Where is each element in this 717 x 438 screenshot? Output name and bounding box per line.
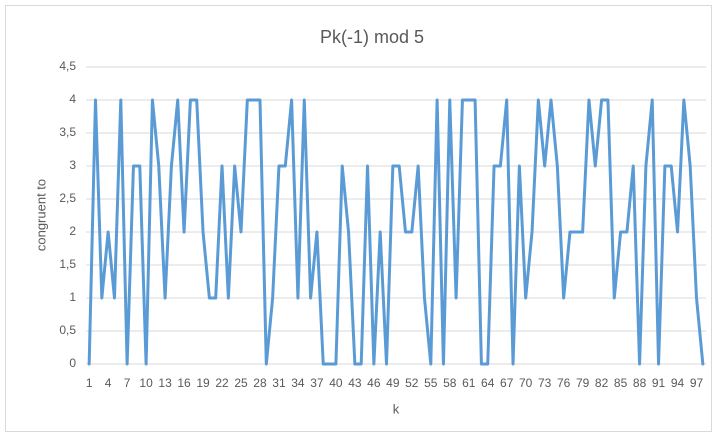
x-tick-label: 10 [139,376,153,390]
chart-border [5,5,712,432]
x-tick-label: 25 [234,376,248,390]
x-tick-label: 64 [481,376,495,390]
x-tick-label: 70 [519,376,533,390]
x-tick-label: 97 [690,376,704,390]
x-tick-label: 79 [576,376,590,390]
x-tick-label: 7 [124,376,131,390]
x-tick-label: 82 [595,376,609,390]
x-tick-label: 76 [557,376,571,390]
x-tick-label: 22 [215,376,229,390]
x-tick-label: 34 [291,376,305,390]
x-tick-label: 19 [196,376,210,390]
y-tick-label: 1 [69,290,76,304]
x-tick-label: 49 [386,376,400,390]
x-tick-label: 55 [424,376,438,390]
y-tick-label: 4 [69,92,76,106]
y-tick-label: 2,5 [59,191,76,205]
y-tick-label: 2 [69,224,76,238]
x-axis-title: k [393,401,400,416]
x-tick-label: 67 [500,376,514,390]
x-tick-label: 73 [538,376,552,390]
y-tick-label: 1,5 [59,257,76,271]
x-tick-label: 52 [405,376,419,390]
chart-title: Pk(-1) mod 5 [320,27,424,47]
x-tick-label: 43 [348,376,362,390]
x-tick-label: 1 [86,376,93,390]
y-axis-title: congruent to [33,179,48,251]
x-tick-label: 40 [329,376,343,390]
x-tick-label: 85 [614,376,628,390]
x-tick-label: 37 [310,376,324,390]
x-tick-label: 28 [253,376,267,390]
x-tick-label: 46 [367,376,381,390]
y-tick-label: 0 [69,356,76,370]
y-tick-label: 4,5 [59,59,76,73]
x-tick-label: 88 [633,376,647,390]
x-tick-label: 31 [272,376,286,390]
x-tick-label: 13 [158,376,172,390]
x-tick-label: 16 [177,376,191,390]
x-tick-label: 91 [652,376,666,390]
y-tick-label: 3 [69,158,76,172]
x-tick-label: 58 [443,376,457,390]
x-tick-label: 61 [462,376,476,390]
y-tick-label: 0,5 [59,323,76,337]
data-line [87,98,705,366]
y-tick-label: 3,5 [59,125,76,139]
x-tick-label: 4 [105,376,112,390]
x-tick-label: 94 [671,376,685,390]
